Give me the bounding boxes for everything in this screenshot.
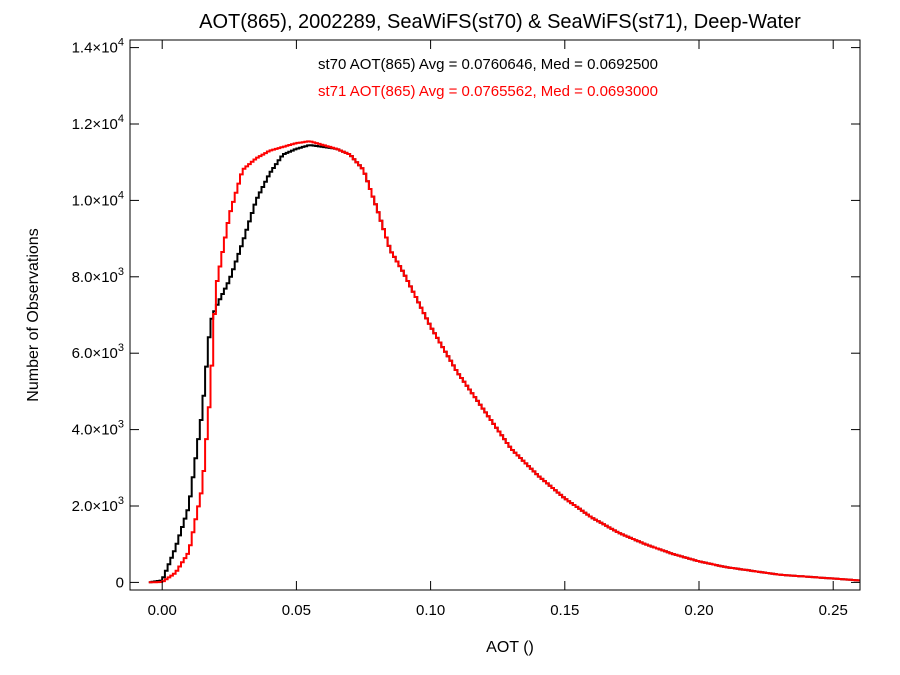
y-tick-exponent: 3 <box>118 342 124 354</box>
y-tick-mantissa: 1.4×10 <box>72 40 118 57</box>
y-tick-mantissa: 2.0×10 <box>72 498 118 515</box>
x-tick-label: 0.10 <box>416 602 445 619</box>
y-tick-mantissa: 0 <box>116 574 124 591</box>
y-tick-label: 0 <box>116 574 124 591</box>
series-st70-stats: st70 AOT(865) Avg = 0.0760646, Med = 0.0… <box>318 56 658 73</box>
series-st71-stats: st71 AOT(865) Avg = 0.0765562, Med = 0.0… <box>318 83 658 100</box>
y-tick-exponent: 3 <box>118 266 124 278</box>
x-tick-label: 0.00 <box>148 602 177 619</box>
y-tick-exponent: 3 <box>118 495 124 507</box>
x-tick-label: 0.25 <box>819 602 848 619</box>
x-tick-label: 0.05 <box>282 602 311 619</box>
x-tick-label: 0.20 <box>684 602 713 619</box>
y-tick-label: 1.2×104 <box>72 113 124 133</box>
series-st70-line <box>148 144 860 584</box>
y-tick-mantissa: 8.0×10 <box>72 269 118 286</box>
y-tick-mantissa: 6.0×10 <box>72 345 118 362</box>
y-tick-label: 1.4×104 <box>72 37 124 57</box>
x-tick-label: 0.15 <box>550 602 579 619</box>
y-axis-label: Number of Observations <box>25 228 42 401</box>
y-tick-label: 4.0×103 <box>72 419 124 439</box>
y-tick-exponent: 4 <box>118 189 124 201</box>
y-tick-label: 6.0×103 <box>72 342 124 362</box>
chart-title: AOT(865), 2002289, SeaWiFS(st70) & SeaWi… <box>199 11 801 33</box>
y-tick-mantissa: 1.0×10 <box>72 192 118 209</box>
y-tick-mantissa: 1.2×10 <box>72 116 118 133</box>
y-tick-label: 1.0×104 <box>72 189 124 209</box>
y-tick-label: 8.0×103 <box>72 266 124 286</box>
y-tick-exponent: 4 <box>118 37 124 49</box>
series-st71-line <box>148 140 860 584</box>
x-axis-label: AOT () <box>486 639 534 656</box>
y-tick-exponent: 4 <box>118 113 124 125</box>
y-tick-mantissa: 4.0×10 <box>72 422 118 439</box>
y-tick-label: 2.0×103 <box>72 495 124 515</box>
plot-frame <box>129 39 861 591</box>
y-tick-exponent: 3 <box>118 419 124 431</box>
